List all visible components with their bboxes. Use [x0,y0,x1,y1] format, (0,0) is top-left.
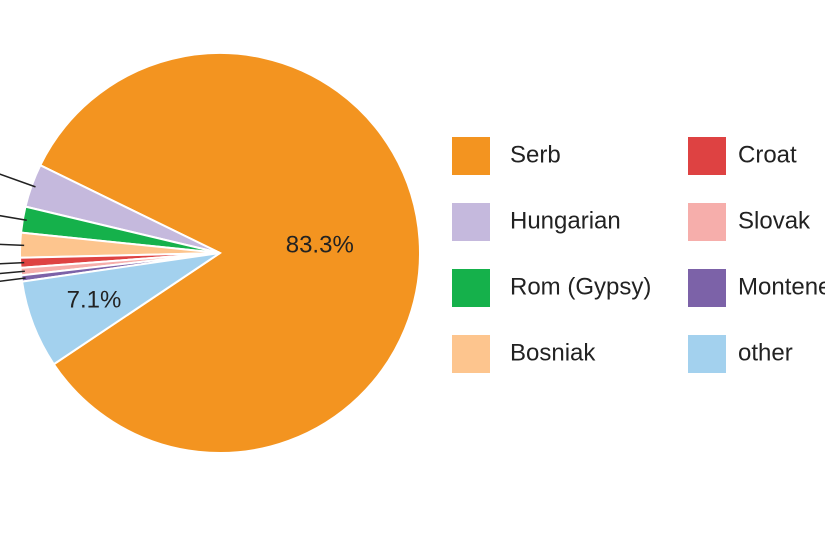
legend-label: Montenegrin [738,273,825,300]
legend-swatch [688,137,726,175]
legend-label: Slovak [738,207,811,234]
slice-label: 83.3% [286,232,354,259]
leader-line [0,270,25,275]
legend-label: Rom (Gypsy) [510,273,651,300]
legend-swatch [452,335,490,373]
legend-swatch [688,335,726,373]
legend-label: Bosniak [510,339,596,366]
legend-swatch [688,203,726,241]
legend-label: Hungarian [510,207,621,234]
leader-line [0,214,27,221]
slice-label: 7.1% [67,287,122,314]
leader-line [0,277,26,282]
legend-swatch [688,269,726,307]
legend-label: other [738,339,793,366]
leader-line [0,173,36,188]
legend-swatch [452,203,490,241]
pie-slice [20,252,221,366]
pie-slice [38,52,421,454]
leader-line [0,243,25,247]
leader-line [0,261,25,265]
legend-label: Croat [738,141,797,168]
legend-swatch [452,269,490,307]
legend-swatch [452,137,490,175]
legend-label: Serb [510,141,561,168]
